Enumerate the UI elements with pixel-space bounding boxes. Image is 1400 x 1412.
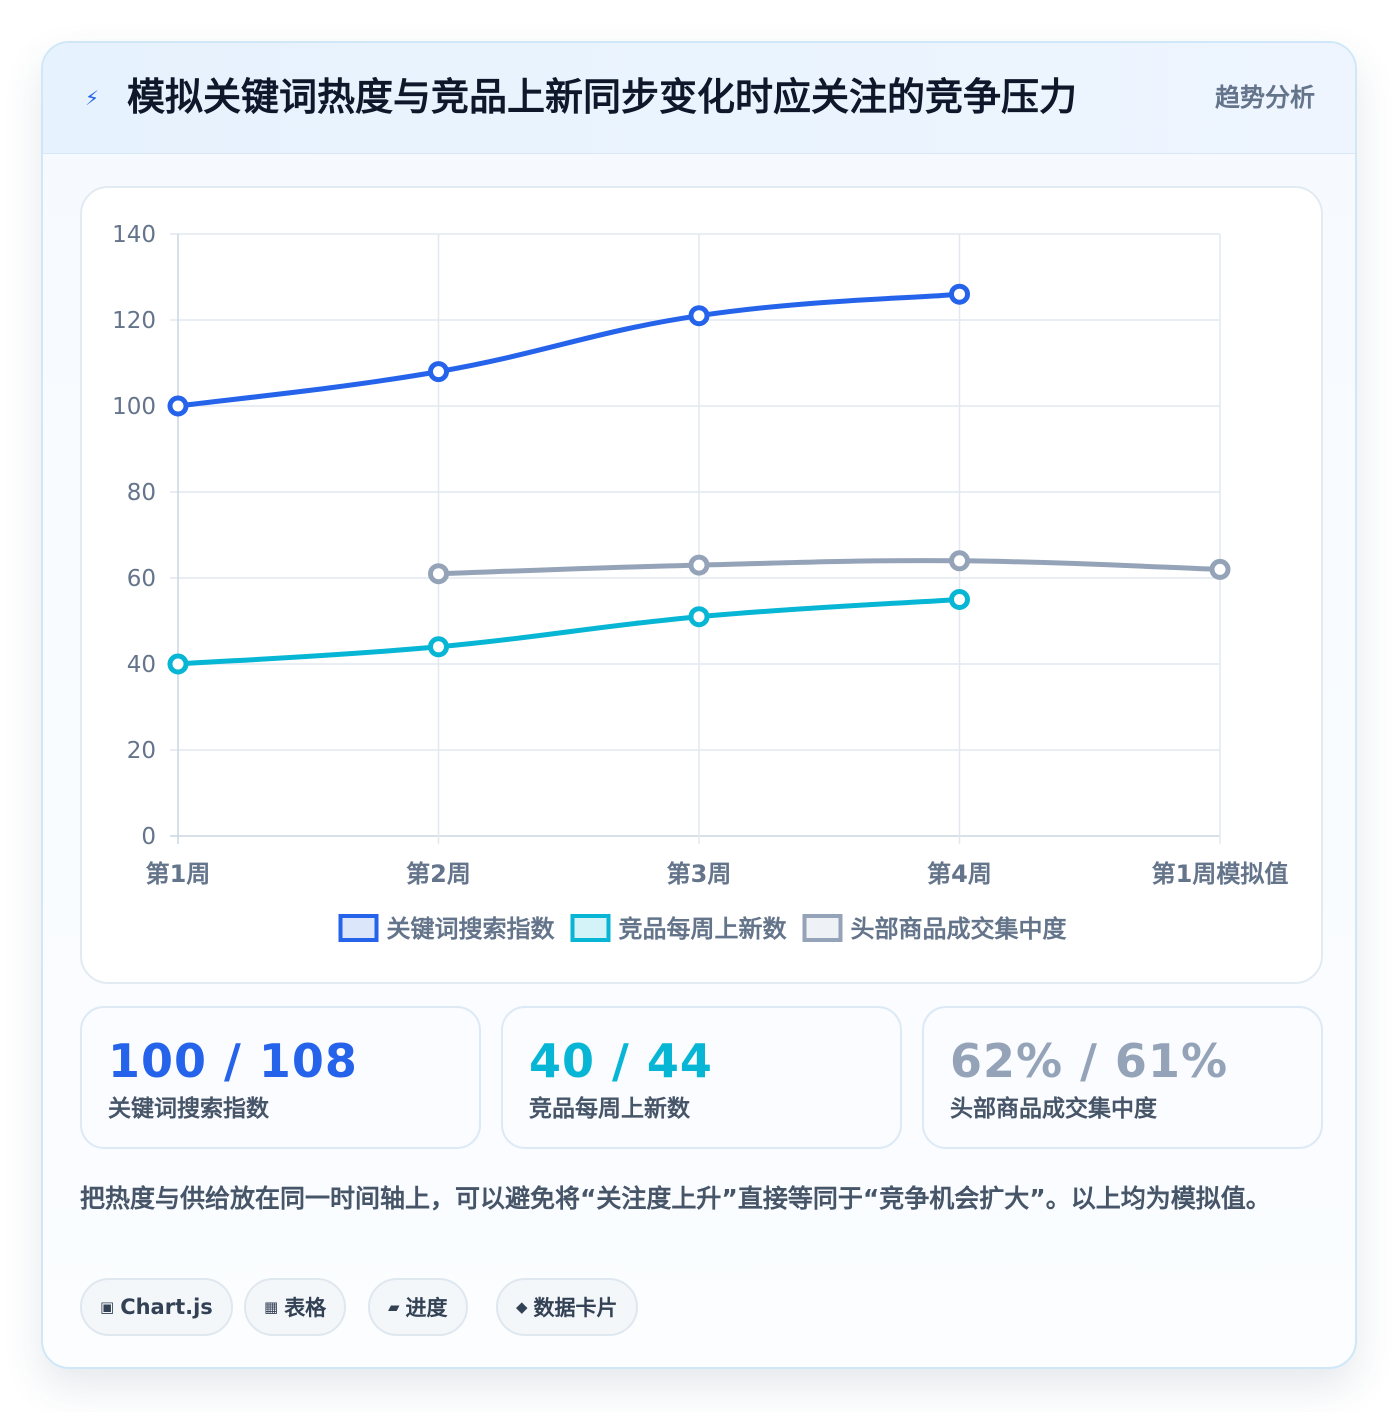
x-tick-label: 第2周 bbox=[406, 860, 471, 888]
data-point bbox=[688, 606, 710, 628]
chip-table[interactable]: ▦ 表格 bbox=[244, 1278, 347, 1336]
y-tick-label: 100 bbox=[112, 394, 156, 420]
data-point bbox=[1209, 558, 1231, 580]
page-title: 模拟关键词热度与竞品上新同步变化时应关注的竞争压力 bbox=[127, 75, 1078, 119]
legend-swatch bbox=[570, 914, 611, 942]
y-tick-label: 120 bbox=[112, 308, 156, 334]
data-point bbox=[428, 563, 449, 585]
stat-card-new-items: 40 / 44 竞品每周上新数 bbox=[501, 1006, 902, 1149]
y-tick-label: 60 bbox=[127, 566, 156, 592]
chart-panel: 0 20 40 60 80 100 120 140 第1周 第2周 第3周 第4周 第1周模拟值关键词搜… bbox=[80, 186, 1323, 984]
stat-value: 62% / 61% bbox=[950, 1034, 1229, 1088]
chip-progress[interactable]: ▰ 进度 bbox=[368, 1278, 468, 1336]
chip-label: 表格 bbox=[284, 1296, 327, 1320]
data-point bbox=[949, 283, 970, 305]
series-line-1 bbox=[175, 291, 962, 409]
legend-label: 关键词搜索指数 bbox=[387, 915, 556, 943]
x-tick-label: 第1周 bbox=[146, 860, 211, 888]
chip-label: Chart.js bbox=[120, 1295, 213, 1319]
data-point bbox=[688, 554, 710, 576]
data-point bbox=[688, 305, 710, 327]
stat-label: 关键词搜索指数 bbox=[108, 1096, 269, 1122]
x-tick-label: 第3周 bbox=[667, 860, 732, 888]
stat-value: 100 / 108 bbox=[108, 1034, 358, 1088]
data-point bbox=[949, 550, 970, 572]
stat-card-keyword: 100 / 108 关键词搜索指数 bbox=[80, 1006, 481, 1149]
y-tick-label: 140 bbox=[112, 222, 156, 248]
y-tick-label: 20 bbox=[127, 738, 156, 764]
chip-data-card[interactable]: ◆ 数据卡片 bbox=[496, 1278, 638, 1336]
series-line-2 bbox=[175, 597, 962, 667]
diamond-icon: ◆ bbox=[516, 1298, 528, 1316]
y-tick-label: 40 bbox=[127, 652, 156, 678]
card-header: ⚡ 模拟关键词热度与竞品上新同步变化时应关注的竞争压力 趋势分析 bbox=[43, 43, 1355, 154]
footnote-text: 把热度与供给放在同一时间轴上，可以避免将“关注度上升”直接等同于“竞争机会扩大”… bbox=[80, 1184, 1271, 1213]
table-icon: ▦ bbox=[264, 1298, 279, 1316]
y-tick-label: 80 bbox=[127, 480, 156, 506]
lightning-icon: ⚡ bbox=[85, 86, 100, 110]
legend-swatch bbox=[338, 914, 379, 942]
stat-value: 40 / 44 bbox=[529, 1034, 713, 1088]
chip-label: 进度 bbox=[405, 1296, 448, 1320]
data-point bbox=[949, 589, 970, 610]
data-point bbox=[167, 395, 189, 417]
chart-card: ⚡ 模拟关键词热度与竞品上新同步变化时应关注的竞争压力 趋势分析 0 20 40 60… bbox=[41, 41, 1357, 1369]
series-line-3 bbox=[436, 558, 1223, 577]
legend-label: 头部商品成交集中度 bbox=[851, 915, 1068, 943]
chart-icon: ▣ bbox=[100, 1298, 115, 1316]
legend-swatch bbox=[802, 914, 843, 942]
progress-icon: ▰ bbox=[388, 1298, 400, 1316]
y-tick-label: 0 bbox=[141, 824, 156, 850]
stat-card-concentration: 62% / 61% 头部商品成交集中度 bbox=[922, 1006, 1323, 1149]
data-point bbox=[167, 653, 189, 675]
x-tick-label: 第1周模拟值 bbox=[1152, 860, 1289, 888]
stat-label: 竞品每周上新数 bbox=[529, 1096, 690, 1122]
stat-label: 头部商品成交集中度 bbox=[950, 1096, 1157, 1122]
chip-chartjs[interactable]: ▣ Chart.js bbox=[80, 1278, 233, 1336]
x-tick-label: 第4周 bbox=[927, 860, 992, 888]
data-point bbox=[428, 636, 449, 658]
category-tag: 趋势分析 bbox=[1214, 83, 1315, 112]
line-chart: 0 20 40 60 80 100 120 140 第1周 第2周 第3周 第4周 第1周模拟值关键词搜… bbox=[112, 222, 1289, 943]
legend-label: 竞品每周上新数 bbox=[619, 915, 788, 943]
data-point bbox=[428, 361, 449, 383]
chip-label: 数据卡片 bbox=[533, 1296, 618, 1320]
